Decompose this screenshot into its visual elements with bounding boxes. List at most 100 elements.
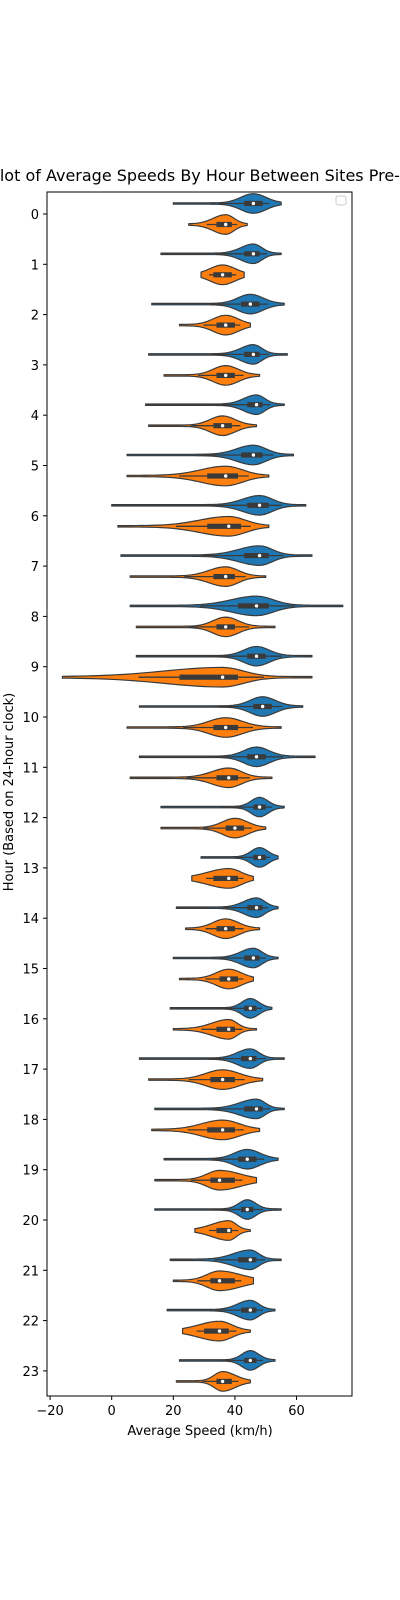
violin-median xyxy=(251,252,256,256)
y-tick-label: 7 xyxy=(31,560,39,575)
y-tick-label: 14 xyxy=(22,912,39,927)
violin-median xyxy=(223,574,228,579)
violin-median xyxy=(223,373,228,378)
violin-iqr-box xyxy=(244,553,269,559)
violin-median xyxy=(245,1157,249,1161)
violin-median xyxy=(220,1379,225,1384)
violin-median xyxy=(251,201,256,206)
violin-median xyxy=(251,956,256,960)
violin-median xyxy=(220,1128,225,1132)
y-tick-label: 11 xyxy=(22,761,39,776)
y-tick-label: 16 xyxy=(22,1013,39,1028)
y-tick-label: 15 xyxy=(22,963,39,978)
y-tick-label: 19 xyxy=(22,1164,39,1179)
violin-iqr-box xyxy=(216,1227,232,1234)
y-axis-label: Hour (Based on 24-hour clock) xyxy=(2,693,17,892)
x-axis-label: Average Speed (km/h) xyxy=(127,1424,272,1439)
y-tick-label: 13 xyxy=(22,862,39,877)
violin-median xyxy=(257,855,262,860)
violin-median xyxy=(251,352,256,357)
violin-median xyxy=(223,474,228,478)
x-tick-label: 60 xyxy=(288,1404,305,1419)
violin-median xyxy=(227,876,231,881)
violin-median xyxy=(254,755,259,759)
violin-median xyxy=(233,826,237,830)
violin-iqr-box xyxy=(207,473,239,479)
y-tick-label: 6 xyxy=(31,510,39,525)
violin-iqr-box xyxy=(238,603,269,609)
legend-box xyxy=(335,195,347,206)
x-axis-ticks: −20 0 20 40 60 xyxy=(36,1396,305,1419)
violin-median xyxy=(227,1027,231,1032)
y-tick-label: 20 xyxy=(22,1214,39,1229)
y-tick-label: 18 xyxy=(22,1113,39,1128)
violin-iqr-box xyxy=(213,875,239,881)
violin-median xyxy=(257,805,262,809)
violin-median xyxy=(217,1178,222,1182)
y-tick-label: 0 xyxy=(31,208,39,223)
violin-median xyxy=(217,1329,222,1333)
violin-median xyxy=(248,1358,253,1363)
y-tick-label: 5 xyxy=(31,460,39,475)
violin-median xyxy=(248,1006,253,1010)
y-tick-label: 8 xyxy=(31,610,39,625)
violin-median xyxy=(227,524,231,528)
y-tick-label: 3 xyxy=(31,359,39,374)
chart-title: Violin Plot of Average Speeds By Hour Be… xyxy=(0,166,400,185)
violin-median xyxy=(223,625,228,629)
legend xyxy=(335,195,347,206)
x-tick-label: 40 xyxy=(227,1404,244,1419)
y-tick-label: 1 xyxy=(31,258,39,273)
x-tick-label: −20 xyxy=(36,1404,63,1419)
violin-median xyxy=(220,424,225,428)
y-tick-label: 4 xyxy=(31,409,39,424)
violin-median xyxy=(254,403,259,407)
violin-median xyxy=(257,553,262,558)
plot-frame xyxy=(46,191,353,1397)
violin-median xyxy=(254,906,259,910)
violin-median xyxy=(223,323,228,327)
violin-median xyxy=(251,453,256,457)
violin-median xyxy=(217,1279,222,1283)
violin-median xyxy=(260,704,265,709)
y-tick-label: 12 xyxy=(22,812,39,827)
violin-median xyxy=(223,725,228,730)
y-tick-label: 23 xyxy=(22,1365,39,1380)
violin-iqr-box xyxy=(216,1026,235,1032)
y-tick-label: 10 xyxy=(22,711,39,726)
violin-iqr-box xyxy=(244,1106,263,1112)
violin-median xyxy=(223,927,228,931)
y-tick-label: 17 xyxy=(22,1063,39,1078)
violin-median xyxy=(220,1077,225,1082)
violin-median xyxy=(220,675,225,679)
y-tick-label: 9 xyxy=(31,661,39,676)
y-tick-label: 21 xyxy=(22,1264,39,1279)
violin-iqr-box xyxy=(210,1177,235,1183)
violin-median xyxy=(254,604,259,608)
violin-median xyxy=(248,1056,253,1061)
violin-median xyxy=(227,776,231,780)
violin-iqr-box xyxy=(238,1257,257,1263)
violin-median xyxy=(227,1228,231,1233)
y-tick-label: 22 xyxy=(22,1315,39,1330)
violin-iqr-box xyxy=(179,674,239,680)
violins-layer xyxy=(61,193,344,1392)
violin-median xyxy=(254,1107,259,1111)
violin-median xyxy=(257,503,262,507)
violin-median xyxy=(248,1308,253,1312)
x-tick-label: 0 xyxy=(108,1404,116,1419)
violin-median xyxy=(248,1258,253,1262)
violin-median xyxy=(227,977,231,981)
violin-iqr-box xyxy=(204,1328,229,1334)
y-tick-label: 2 xyxy=(31,309,39,324)
x-tick-label: 20 xyxy=(165,1404,182,1419)
violin-median xyxy=(245,1207,249,1212)
violin-median xyxy=(248,302,253,306)
violin-median xyxy=(220,273,225,277)
violin-iqr-box xyxy=(210,1278,235,1284)
violin-median xyxy=(223,222,228,227)
violin-iqr-box xyxy=(207,523,242,529)
